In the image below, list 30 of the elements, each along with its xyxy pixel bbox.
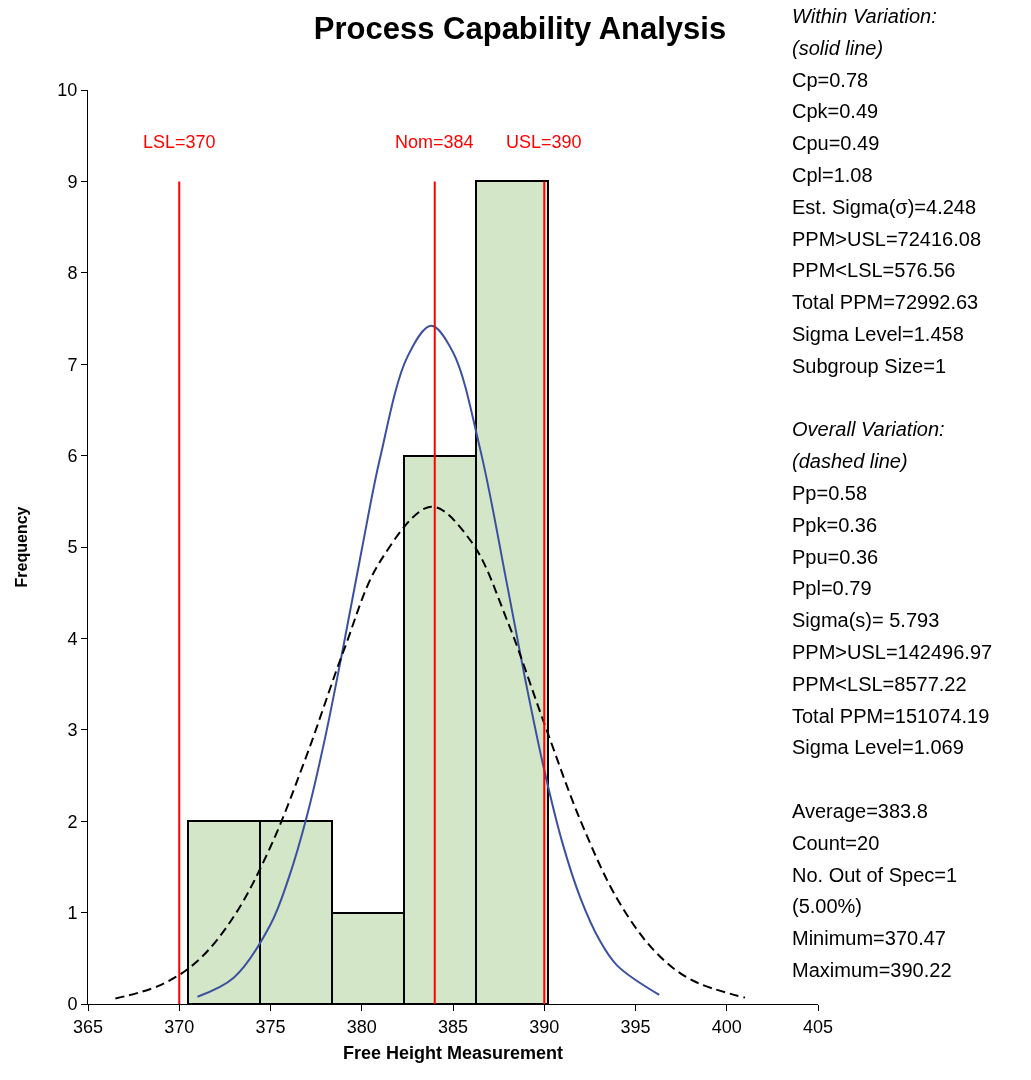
y-tick-label: 7	[67, 354, 78, 375]
y-tick-label: 0	[67, 994, 78, 1015]
x-tick-label: 375	[255, 1016, 286, 1037]
text: Overall Variation: (dashed line) Pp=0.58 Ppk=0.36 Ppu=0.36 Ppl=0.79 Sigma(s)= 5.793 PPM>USL=142496.97 PPM<LSL=8577.22 Total PPM=151074.19 Sigma Level=1.069	[792, 418, 993, 758]
annotation: Average=383.8 Count=20 No. Out of Spec=1 (5.00%) Minimum=370.47 Maximum=390.22	[792, 800, 958, 981]
y-tick-label: 3	[67, 720, 78, 741]
ref-line-label: Nom=384	[395, 132, 474, 152]
y-tick-label: 9	[67, 171, 78, 192]
x-tick-label: 370	[164, 1016, 195, 1037]
y-tick-label: 5	[67, 537, 78, 558]
y-axis-title: Frequency	[13, 506, 31, 588]
x-tick-label: 385	[437, 1016, 469, 1037]
y-tick-label: 2	[67, 811, 78, 832]
line-series	[196, 324, 661, 998]
x-tick-label: 400	[711, 1016, 742, 1037]
x-tick-label: 365	[72, 1016, 104, 1037]
y-tick-label: 1	[67, 902, 78, 923]
x-tick-label: 405	[802, 1016, 834, 1037]
y-tick-label: 10	[57, 80, 78, 101]
ref-line-label: USL=390	[506, 132, 582, 152]
x-tick-label: 390	[529, 1016, 560, 1037]
y-tick-label: 8	[67, 263, 78, 284]
chart-title: Process Capability Analysis	[313, 10, 727, 46]
x-axis-title: Free Height Measurement	[342, 1042, 564, 1063]
x-tick-label: 380	[346, 1016, 377, 1037]
x-tick-label: 395	[620, 1016, 651, 1037]
ref-line-label: LSL=370	[143, 132, 216, 152]
y-tick-label: 4	[67, 628, 78, 649]
y-tick-label: 6	[67, 445, 78, 466]
text: Within Variation: (solid line) Cp=0.78 Cpk=0.49 Cpu=0.49 Cpl=1.08 Est. Sigma(σ)=4.248 PPM>USL=72416.08 PPM<LSL=576.56 Total PPM=72992.63 Sigma Level=1.458 Subgroup Size=1	[792, 5, 982, 377]
